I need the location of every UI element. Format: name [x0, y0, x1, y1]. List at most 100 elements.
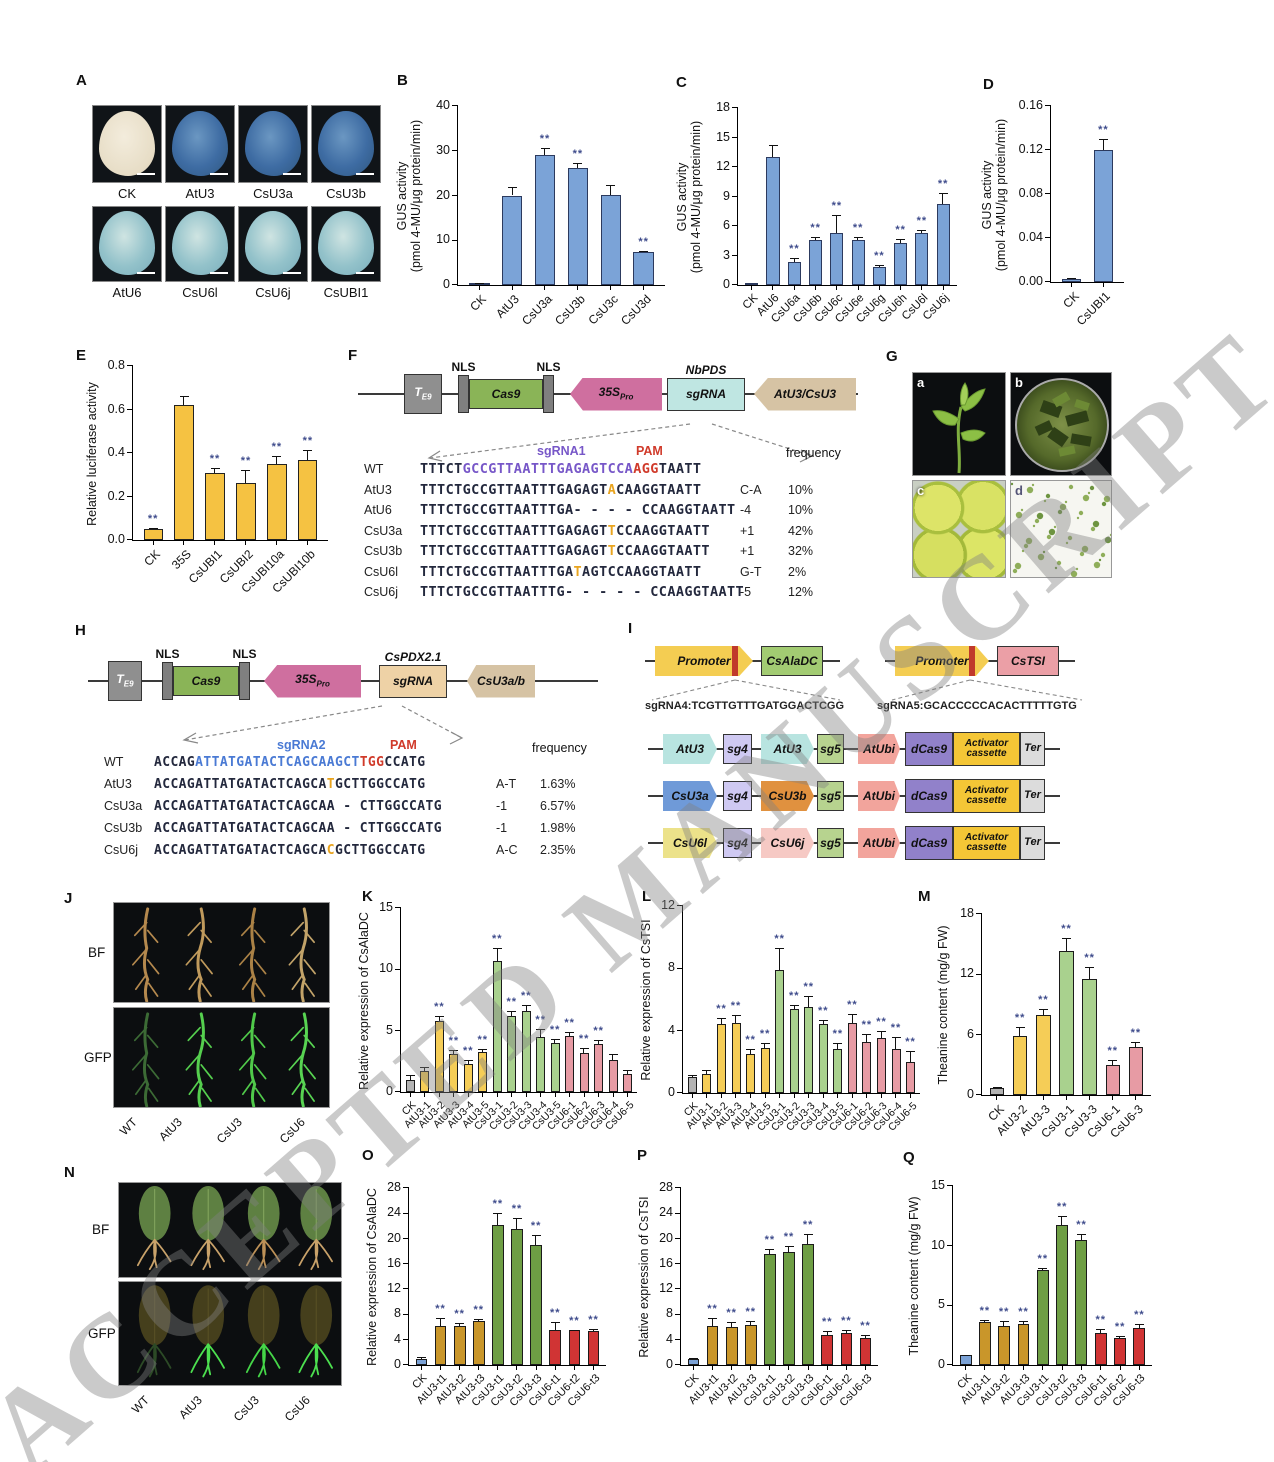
- xtick: [837, 1093, 839, 1098]
- bar: [891, 1049, 901, 1093]
- sequence-row: CsU6j ACCAGATTATGATACTCAGCACGCTTGGCCATG A-…: [104, 843, 575, 865]
- leaf-photo-atu3: [165, 105, 235, 183]
- x-label: CsU6: [281, 1393, 313, 1425]
- ecap: [420, 1067, 430, 1069]
- yticklab: 12: [716, 159, 730, 173]
- sig: **: [802, 1219, 814, 1232]
- sig: **: [707, 1302, 718, 1315]
- estem: [511, 186, 513, 196]
- x-label: CsU3: [230, 1393, 262, 1425]
- ecap: [961, 1354, 971, 1356]
- bar: [1133, 1328, 1146, 1365]
- xtick: [822, 1093, 824, 1098]
- ecap: [938, 192, 948, 194]
- 35s-promoter-arrow: 35SPro: [264, 664, 361, 698]
- panel-O-chart: Relative expression of CsAlaDC 0 4 8 12 16 20…: [365, 1180, 606, 1409]
- sig: **: [832, 1028, 844, 1041]
- yticklab: 0.4: [107, 445, 125, 459]
- panel-C-chart: GUS activity (pmol 4-MU/μg protein/min) …: [675, 100, 957, 325]
- estem: [921, 229, 923, 233]
- xtick: [438, 1092, 440, 1097]
- ytick: [732, 254, 738, 256]
- xtick: [900, 285, 902, 290]
- xtick: [866, 1093, 868, 1098]
- x-label: AtU3: [176, 1393, 205, 1422]
- pam-header: PAM: [390, 738, 417, 752]
- estem: [438, 1015, 440, 1021]
- ecap: [474, 1319, 484, 1321]
- estem: [525, 1004, 527, 1012]
- construct-part-label: Ter: [1024, 836, 1041, 849]
- ecap: [492, 948, 502, 950]
- estem: [691, 1075, 693, 1078]
- xtick: [1065, 1095, 1067, 1100]
- yticklab: 24: [387, 1205, 401, 1220]
- xtick: [467, 1092, 469, 1097]
- ecap: [589, 1328, 599, 1330]
- construct-part-label: sgRNA: [685, 386, 726, 401]
- sequence-row: CsU3a TTTCTGCCGTTAATTTGAGAGTTCCAAGGTAATT +…: [364, 523, 813, 544]
- mutation-frequency: 6.57%: [540, 799, 576, 813]
- bf-roots-photo: [113, 902, 330, 1003]
- ytick: [1045, 193, 1051, 195]
- sig: **: [831, 200, 843, 213]
- construct-part-label: CsTSI: [1010, 653, 1045, 668]
- sig: **: [572, 148, 584, 161]
- xtick: [793, 285, 795, 290]
- cas9-box: Cas9: [469, 379, 543, 409]
- construct-part-label: sg5: [820, 741, 841, 756]
- ecap: [540, 147, 550, 149]
- plot-area-P: 0 4 8 12 16 20 24 28 CK ** AtU3-t1 ** AtU3-t2 ** AtU3-…: [659, 1180, 878, 1409]
- bar: [567, 167, 589, 285]
- bar: [1082, 979, 1097, 1095]
- plot-area-K: 0 5 10 15 CK AtU3-1 ** AtU3-2 ** AtU3-3 ** AtU3-4 **…: [379, 900, 637, 1133]
- ecap: [717, 1018, 727, 1020]
- sig: **: [876, 1015, 887, 1028]
- leaf-label: CsU3b: [326, 186, 366, 201]
- allele-name: WT: [364, 462, 384, 476]
- sig: **: [716, 1003, 727, 1016]
- leaf-label: CK: [117, 186, 137, 201]
- sig: **: [569, 1314, 580, 1327]
- ecap: [804, 996, 814, 998]
- bar: [298, 459, 318, 540]
- bar: [1036, 1014, 1051, 1095]
- xtick: [569, 1092, 571, 1097]
- estem: [880, 1030, 882, 1039]
- sig: **: [890, 1021, 902, 1034]
- yticklab: 0.00: [1018, 274, 1043, 288]
- xtick: [692, 1365, 694, 1370]
- sig: **: [539, 132, 551, 145]
- estem: [711, 1317, 713, 1326]
- ecap: [606, 185, 616, 187]
- yticklab: 12: [960, 966, 974, 981]
- sig: **: [895, 223, 906, 236]
- bar: [600, 195, 621, 285]
- allele-name: CsU6j: [364, 585, 399, 599]
- construct-part-label: Ter: [1024, 742, 1041, 755]
- bar: [764, 1254, 776, 1365]
- yticklab: 0.2: [107, 488, 125, 503]
- ecap: [536, 1029, 546, 1031]
- pam-header: PAM: [636, 444, 663, 458]
- ecap: [507, 1011, 517, 1013]
- bar: [830, 232, 844, 285]
- bar: [453, 1325, 466, 1365]
- yticklab: 4: [666, 1331, 673, 1346]
- bar: [472, 1321, 485, 1365]
- gfp-roots-photo: [113, 1007, 330, 1108]
- construct-part-label: AtUbi: [863, 835, 895, 850]
- gfp-plantlets-photo: [118, 1281, 342, 1386]
- ecap: [179, 396, 189, 398]
- panel-label-P: P: [637, 1147, 648, 1164]
- xtick: [420, 1365, 422, 1370]
- estem: [909, 1050, 911, 1062]
- leaf-label: AtU3: [185, 186, 215, 201]
- ytick: [675, 1187, 681, 1189]
- plot-area-L: 0 4 8 12 CK AtU3-1 ** AtU3-2 ** AtU3-3 ** AtU3-4 ** A…: [661, 898, 920, 1134]
- yticklab: 20: [436, 187, 450, 202]
- panel-I-row-csu3: CsU3a sg4 CsU3b sg5 AtUbi dCas9 Activator cass…: [648, 778, 1060, 814]
- yticklab: 0.0: [107, 532, 125, 546]
- estem: [822, 1019, 824, 1025]
- ytick: [947, 1185, 953, 1187]
